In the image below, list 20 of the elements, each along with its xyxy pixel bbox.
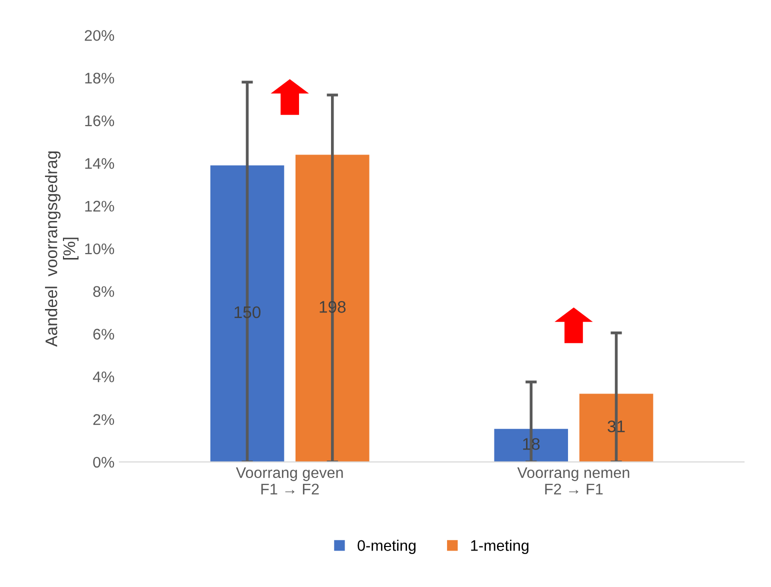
x-tick-label: Voorrang nemen F2 → F1 <box>517 467 630 494</box>
bar <box>494 428 568 462</box>
y-tick-label: 10% <box>85 243 114 254</box>
y-tick-label: 6% <box>93 328 114 340</box>
y-tick-label: 4% <box>92 372 114 382</box>
y-axis-title: Aandeel voorrangsgedrag [%] <box>45 151 79 347</box>
y-tick-label: 8% <box>93 286 114 297</box>
bar <box>579 394 654 462</box>
bar <box>210 165 284 462</box>
legend-label: 0-meting <box>358 540 416 554</box>
y-tick-label: 14% <box>85 158 114 169</box>
y-tick-label: 2% <box>93 414 114 425</box>
x-tick-label: Voorrang geven F1 → F2 <box>236 467 343 494</box>
y-tick-label: 20% <box>84 30 114 41</box>
y-tick-label: 12% <box>85 200 114 212</box>
y-tick-label: 16% <box>85 115 114 126</box>
y-tick-label: 0% <box>93 456 114 468</box>
bar <box>296 154 370 462</box>
y-tick-label: 18% <box>85 72 114 84</box>
legend-label: 1-meting <box>471 540 528 554</box>
